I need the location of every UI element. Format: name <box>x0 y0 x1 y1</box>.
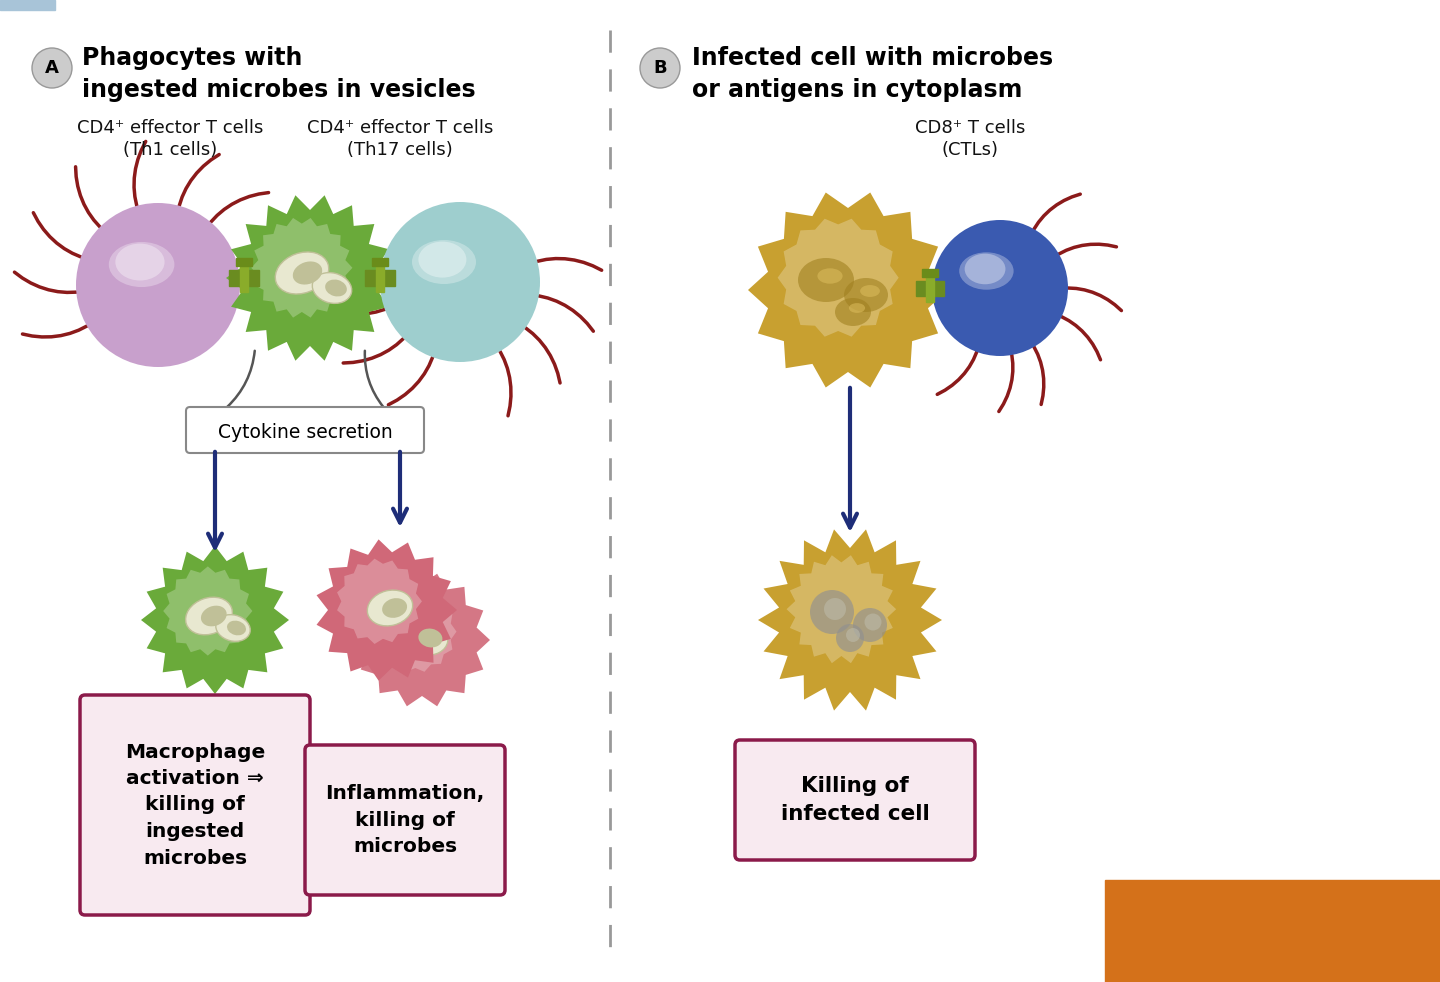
Ellipse shape <box>325 280 347 297</box>
Ellipse shape <box>412 240 477 284</box>
Ellipse shape <box>405 621 448 655</box>
Circle shape <box>847 628 860 642</box>
Polygon shape <box>354 573 490 706</box>
Polygon shape <box>141 546 289 694</box>
Text: Phagocytes with: Phagocytes with <box>82 46 302 70</box>
Bar <box>376 264 384 292</box>
Ellipse shape <box>965 253 1005 284</box>
Text: B: B <box>654 59 667 77</box>
FancyBboxPatch shape <box>734 740 975 860</box>
Circle shape <box>639 48 680 88</box>
Polygon shape <box>337 559 422 644</box>
Bar <box>372 258 387 266</box>
Bar <box>916 281 945 296</box>
Ellipse shape <box>818 268 842 284</box>
Ellipse shape <box>419 242 467 278</box>
Polygon shape <box>786 555 896 663</box>
Ellipse shape <box>76 203 240 367</box>
Bar <box>229 270 259 286</box>
Bar <box>0 0 55 10</box>
Ellipse shape <box>312 273 351 303</box>
Ellipse shape <box>380 202 540 362</box>
Text: (Th1 cells): (Th1 cells) <box>122 141 217 159</box>
Ellipse shape <box>382 598 408 618</box>
Text: Macrophage
activation ⇒
killing of
ingested
microbes: Macrophage activation ⇒ killing of inges… <box>125 742 265 867</box>
Bar <box>1104 880 1440 982</box>
Text: CD4⁺ effector T cells: CD4⁺ effector T cells <box>307 119 492 137</box>
Circle shape <box>864 614 881 630</box>
Ellipse shape <box>419 628 442 647</box>
Text: Inflammation,
killing of
microbes: Inflammation, killing of microbes <box>325 784 485 856</box>
Ellipse shape <box>216 615 251 641</box>
Text: Killing of
infected cell: Killing of infected cell <box>780 776 929 824</box>
FancyBboxPatch shape <box>81 695 310 915</box>
Ellipse shape <box>850 303 865 313</box>
Ellipse shape <box>798 258 854 302</box>
Ellipse shape <box>228 621 246 635</box>
Polygon shape <box>163 567 252 656</box>
Bar <box>240 264 248 292</box>
Polygon shape <box>778 219 899 337</box>
Polygon shape <box>374 591 456 672</box>
Ellipse shape <box>844 278 888 312</box>
Ellipse shape <box>292 261 323 285</box>
Text: CD8⁺ T cells: CD8⁺ T cells <box>914 119 1025 137</box>
Text: (CTLs): (CTLs) <box>942 141 998 159</box>
Text: CD4⁺ effector T cells: CD4⁺ effector T cells <box>76 119 264 137</box>
Circle shape <box>824 598 847 620</box>
Ellipse shape <box>860 285 880 297</box>
Ellipse shape <box>275 252 328 294</box>
Ellipse shape <box>367 590 413 626</box>
Polygon shape <box>317 539 456 681</box>
Text: A: A <box>45 59 59 77</box>
Ellipse shape <box>186 597 232 634</box>
Text: Infected cell with microbes: Infected cell with microbes <box>693 46 1053 70</box>
FancyBboxPatch shape <box>305 745 505 895</box>
FancyBboxPatch shape <box>186 407 423 453</box>
Polygon shape <box>251 218 353 317</box>
Ellipse shape <box>109 242 174 287</box>
Circle shape <box>852 608 887 642</box>
Ellipse shape <box>959 252 1014 290</box>
Text: or antigens in cytoplasm: or antigens in cytoplasm <box>693 78 1022 102</box>
Ellipse shape <box>932 220 1068 356</box>
Ellipse shape <box>115 244 164 281</box>
Text: Cytokine secretion: Cytokine secretion <box>217 422 392 442</box>
Ellipse shape <box>202 606 226 627</box>
Polygon shape <box>226 195 395 360</box>
Polygon shape <box>757 529 942 711</box>
Bar <box>364 270 395 286</box>
Circle shape <box>837 624 864 652</box>
Text: ingested microbes in vesicles: ingested microbes in vesicles <box>82 78 475 102</box>
Bar <box>926 275 935 301</box>
Bar <box>922 268 937 277</box>
Circle shape <box>32 48 72 88</box>
Text: (Th17 cells): (Th17 cells) <box>347 141 452 159</box>
Bar <box>236 258 252 266</box>
Polygon shape <box>747 192 948 388</box>
Circle shape <box>809 590 854 634</box>
Ellipse shape <box>835 298 871 326</box>
